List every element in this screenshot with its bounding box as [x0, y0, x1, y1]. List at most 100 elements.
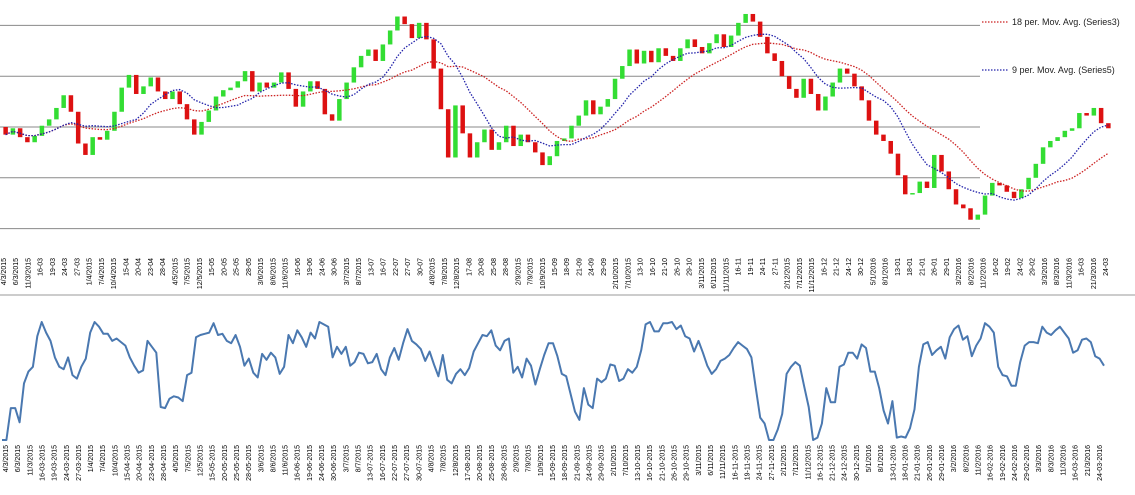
x-tick-label: 21-09-2015	[574, 445, 581, 481]
x-tick-label: 21/3/2016	[1091, 258, 1098, 289]
x-tick-label: 29-10	[687, 258, 694, 276]
candle	[10, 128, 16, 135]
x-tick-label: 8/1/2016	[878, 445, 885, 472]
x-tick-label: 21-10	[662, 258, 669, 276]
chart-legend: 18 per. Mov. Avg. (Series3) 9 per. Mov. …	[982, 17, 1120, 75]
x-tick-label: 30-12-2015	[854, 445, 861, 481]
x-tick-label: 24-09	[589, 258, 596, 276]
x-tick-label: 3/2/2016	[951, 445, 958, 472]
candle	[257, 82, 262, 92]
x-tick-label: 29-09-2015	[599, 445, 606, 481]
candle	[75, 111, 81, 144]
x-tick-label: 8/7/2015	[356, 258, 363, 285]
x-tick-label: 11/2/2016	[975, 445, 982, 476]
candlestick-gridlines	[0, 24, 980, 230]
candle	[641, 50, 647, 64]
x-tick-label: 16-11-2015	[732, 445, 739, 480]
candle	[496, 142, 502, 150]
candle	[90, 137, 95, 155]
x-tick-label: 24-03	[62, 258, 69, 276]
x-tick-label: 13-01	[895, 258, 902, 276]
x-tick-label: 11/3/2015	[27, 445, 34, 476]
x-tick-label: 21-12	[834, 258, 841, 276]
candle	[192, 119, 197, 135]
x-tick-label: 28-05	[246, 258, 253, 276]
candle	[235, 81, 241, 88]
x-tick-label: 12/5/2015	[197, 258, 204, 289]
x-tick-label: 1/4/2015	[88, 445, 95, 472]
x-tick-label: 19-03-2015	[52, 445, 59, 481]
x-tick-label: 10/9/2015	[538, 445, 545, 476]
x-tick-label: 2/9/2015	[515, 258, 522, 285]
x-tick-label: 4/5/2015	[173, 445, 180, 472]
candle	[1019, 189, 1024, 199]
x-tick-label: 5/1/2016	[866, 445, 873, 472]
x-tick-label: 16-11	[736, 258, 743, 275]
candle	[1069, 128, 1075, 131]
x-tick-label: 29-01-2016	[939, 445, 946, 481]
x-tick-label: 7/8/2015	[441, 445, 448, 472]
x-tick-label: 17-08	[466, 258, 473, 276]
candle	[177, 91, 182, 105]
x-tick-label: 25-08-2015	[489, 445, 496, 481]
x-tick-label: 21-10-2015	[659, 445, 666, 481]
legend-label-ma18: 18 per. Mov. Avg. (Series3)	[1012, 17, 1120, 27]
candle	[54, 107, 59, 120]
candle	[605, 99, 611, 107]
x-tick-label: 28-04	[160, 258, 167, 276]
x-tick-label: 24-12-2015	[842, 445, 849, 481]
x-tick-label: 16-06-2015	[295, 445, 302, 481]
x-tick-label: 18-01	[907, 258, 914, 276]
candle	[1084, 113, 1089, 116]
candle	[1033, 163, 1039, 178]
candle	[424, 22, 429, 40]
x-tick-label: 3/7/2015	[344, 258, 351, 285]
candle	[1040, 147, 1046, 164]
candle	[714, 34, 719, 44]
x-tick-label: 7/9/2015	[528, 258, 535, 285]
x-tick-label: 27-07	[405, 258, 412, 276]
candle	[873, 120, 879, 135]
candle	[467, 133, 473, 158]
x-tick-label: 11/12/2015	[809, 258, 816, 293]
x-tick-label: 29-01	[944, 258, 951, 276]
candle	[315, 81, 320, 89]
candle	[583, 100, 589, 116]
x-tick-label: 13-10	[638, 258, 645, 276]
x-tick-label: 6/3/2015	[15, 445, 22, 472]
x-tick-label: 7/5/2015	[185, 258, 192, 285]
candle	[104, 130, 110, 140]
x-tick-label: 16-12	[821, 258, 828, 276]
x-tick-label: 24-11	[760, 258, 767, 275]
x-tick-label: 19-06	[307, 258, 314, 276]
x-tick-label: 8/2/2016	[963, 445, 970, 472]
candle	[474, 142, 480, 158]
candle	[39, 125, 45, 136]
candle	[25, 137, 30, 143]
x-tick-label: 20-08	[479, 258, 486, 276]
x-tick-label: 3/7/2015	[343, 445, 350, 472]
x-tick-label: 11/6/2015	[283, 258, 290, 289]
candle	[772, 53, 777, 61]
x-tick-label: 24-02	[1017, 258, 1024, 276]
x-tick-label: 3/6/2015	[258, 445, 265, 472]
candle	[990, 182, 995, 196]
x-tick-label: 4/3/2015	[1, 258, 8, 285]
candle	[902, 175, 908, 195]
x-tick-label: 3/11/2015	[696, 445, 703, 476]
candle	[946, 171, 952, 190]
x-tick-label: 19-06-2015	[307, 445, 314, 481]
candle	[293, 88, 299, 107]
candle	[881, 134, 886, 141]
x-tick-label: 21-01-2016	[915, 445, 922, 481]
x-tick-label: 3/11/2015	[699, 258, 706, 289]
candle	[286, 72, 291, 89]
candle	[380, 44, 386, 61]
x-tick-label: 17-08-2015	[465, 445, 472, 481]
x-tick-label: 28-04-2015	[161, 445, 168, 481]
candle	[1048, 140, 1053, 148]
candle	[366, 49, 371, 56]
x-tick-label: 21/3/2016	[1085, 445, 1092, 476]
moving-average-9-line	[5, 33, 1109, 201]
x-tick-label: 19-11-2015	[745, 445, 752, 480]
